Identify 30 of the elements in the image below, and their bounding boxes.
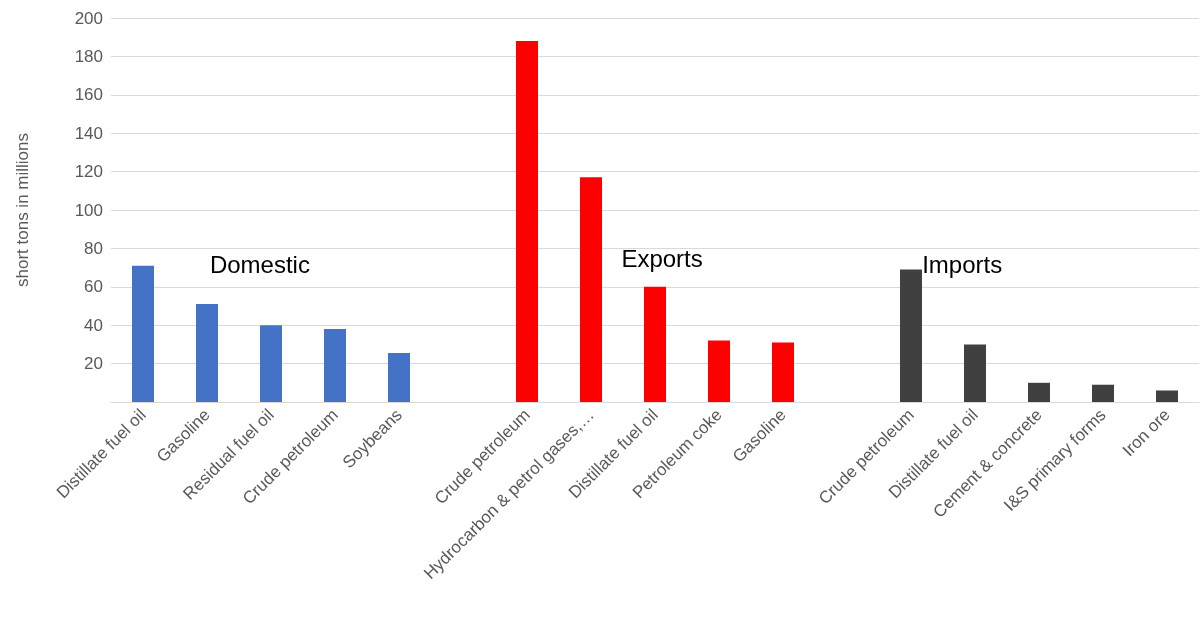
- bar: [196, 304, 218, 402]
- bar: [260, 325, 282, 402]
- y-tick-label: 20: [84, 354, 103, 374]
- bar: [964, 344, 986, 402]
- bar: [516, 41, 538, 402]
- annotation: Imports: [922, 250, 1003, 278]
- annotation: Exports: [621, 244, 703, 272]
- bar: [644, 286, 666, 402]
- bar: [324, 329, 346, 402]
- bar: [388, 353, 410, 402]
- annotation: Domestic: [209, 250, 310, 278]
- y-tick-label: 120: [74, 162, 103, 182]
- y-tick-label: 100: [74, 200, 103, 220]
- bar: [1156, 390, 1178, 402]
- y-tick-label: 80: [84, 238, 103, 258]
- y-axis-title: short tons in millions: [13, 132, 32, 288]
- bar: [900, 269, 922, 402]
- bar: [580, 177, 602, 402]
- bar: [708, 340, 730, 402]
- bar: [772, 342, 794, 402]
- y-tick-label: 200: [74, 8, 103, 28]
- y-tick-label: 160: [74, 85, 103, 105]
- y-tick-label: 180: [74, 46, 103, 66]
- y-tick-label: 140: [74, 123, 103, 143]
- bar: [132, 265, 154, 402]
- bar: [1028, 382, 1050, 402]
- x-tick-label: Iron ore: [1118, 405, 1174, 461]
- bar: [1092, 384, 1114, 402]
- y-tick-label: 60: [84, 277, 103, 297]
- y-tick-label: 40: [84, 315, 103, 335]
